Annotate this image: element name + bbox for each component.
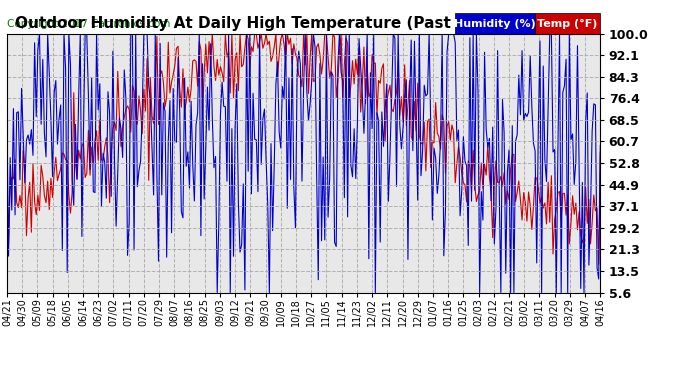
Text: Temp (°F): Temp (°F) bbox=[538, 19, 598, 28]
Title: Outdoor Humidity At Daily High Temperature (Past Year) 20170421: Outdoor Humidity At Daily High Temperatu… bbox=[15, 16, 592, 31]
Text: Humidity (%): Humidity (%) bbox=[454, 19, 536, 28]
Text: Copyright 2017 Cartronics.com: Copyright 2017 Cartronics.com bbox=[7, 19, 170, 28]
